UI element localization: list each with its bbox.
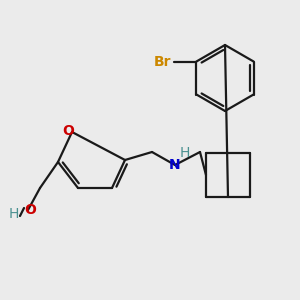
Text: O: O xyxy=(62,124,74,138)
Text: N: N xyxy=(169,158,181,172)
Text: H: H xyxy=(9,207,19,221)
Text: O: O xyxy=(24,203,36,217)
Text: H: H xyxy=(180,146,190,160)
Text: Br: Br xyxy=(154,55,171,68)
